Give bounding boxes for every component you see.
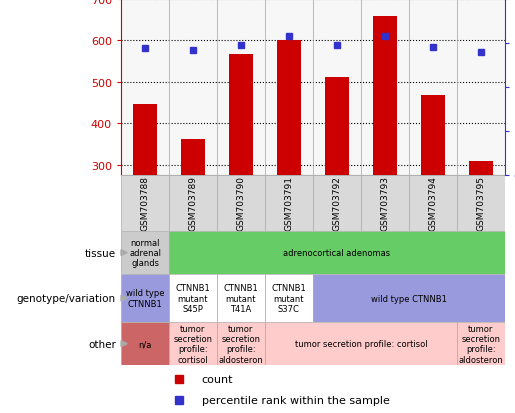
Bar	[229, 55, 253, 176]
Bar	[217, 176, 265, 231]
Text: GSM703791: GSM703791	[284, 176, 294, 231]
Bar	[133, 104, 157, 176]
Bar	[265, 322, 457, 366]
Text: GSM703790: GSM703790	[236, 176, 246, 231]
Bar	[265, 0, 313, 176]
Bar	[121, 231, 169, 275]
Bar	[121, 275, 169, 322]
Bar	[277, 41, 301, 176]
Text: other: other	[88, 339, 116, 349]
Bar	[313, 176, 361, 231]
Bar	[121, 0, 169, 176]
Bar	[121, 322, 169, 366]
Bar	[265, 275, 313, 322]
Bar	[457, 0, 505, 176]
Bar	[217, 322, 265, 366]
Bar	[409, 176, 457, 231]
Bar	[217, 0, 265, 176]
Text: n/a: n/a	[139, 339, 152, 348]
Text: tumor secretion profile: cortisol: tumor secretion profile: cortisol	[295, 339, 427, 348]
Text: GSM703794: GSM703794	[428, 176, 437, 231]
Bar	[469, 162, 493, 176]
Bar	[169, 322, 217, 366]
Text: normal
adrenal
glands: normal adrenal glands	[129, 238, 161, 268]
Polygon shape	[121, 295, 127, 301]
Bar	[457, 322, 505, 366]
Bar	[217, 275, 265, 322]
Text: wild type
CTNNB1: wild type CTNNB1	[126, 289, 164, 308]
Text: genotype/variation: genotype/variation	[17, 293, 116, 304]
Text: tumor
secretion
profile:
aldosteron: tumor secretion profile: aldosteron	[218, 324, 263, 364]
Text: tumor
secretion
profile:
cortisol: tumor secretion profile: cortisol	[174, 324, 213, 364]
Text: GSM703789: GSM703789	[188, 176, 197, 231]
Bar	[265, 176, 313, 231]
Bar	[325, 78, 349, 176]
Text: CTNNB1
mutant
T41A: CTNNB1 mutant T41A	[224, 284, 259, 313]
Bar	[421, 96, 445, 176]
Bar	[121, 176, 169, 231]
Text: adrenocortical adenomas: adrenocortical adenomas	[283, 249, 390, 257]
Text: count: count	[201, 374, 233, 384]
Bar	[169, 275, 217, 322]
Bar	[169, 176, 217, 231]
Bar	[313, 275, 505, 322]
Bar	[169, 231, 505, 275]
Bar	[181, 139, 205, 176]
Text: GSM703792: GSM703792	[332, 176, 341, 231]
Bar	[373, 17, 397, 176]
Text: CTNNB1
mutant
S45P: CTNNB1 mutant S45P	[176, 284, 210, 313]
Text: GSM703788: GSM703788	[141, 176, 149, 231]
Text: CTNNB1
mutant
S37C: CTNNB1 mutant S37C	[271, 284, 306, 313]
Text: percentile rank within the sample: percentile rank within the sample	[201, 395, 389, 405]
Bar	[313, 0, 361, 176]
Text: wild type CTNNB1: wild type CTNNB1	[371, 294, 447, 303]
Text: tissue: tissue	[85, 248, 116, 258]
Bar	[169, 0, 217, 176]
Polygon shape	[121, 341, 127, 347]
Bar	[361, 0, 409, 176]
Bar	[409, 0, 457, 176]
Bar	[361, 176, 409, 231]
Bar	[457, 176, 505, 231]
Polygon shape	[121, 250, 127, 256]
Text: GSM703793: GSM703793	[380, 176, 389, 231]
Text: tumor
secretion
profile:
aldosteron: tumor secretion profile: aldosteron	[458, 324, 503, 364]
Text: GSM703795: GSM703795	[476, 176, 485, 231]
